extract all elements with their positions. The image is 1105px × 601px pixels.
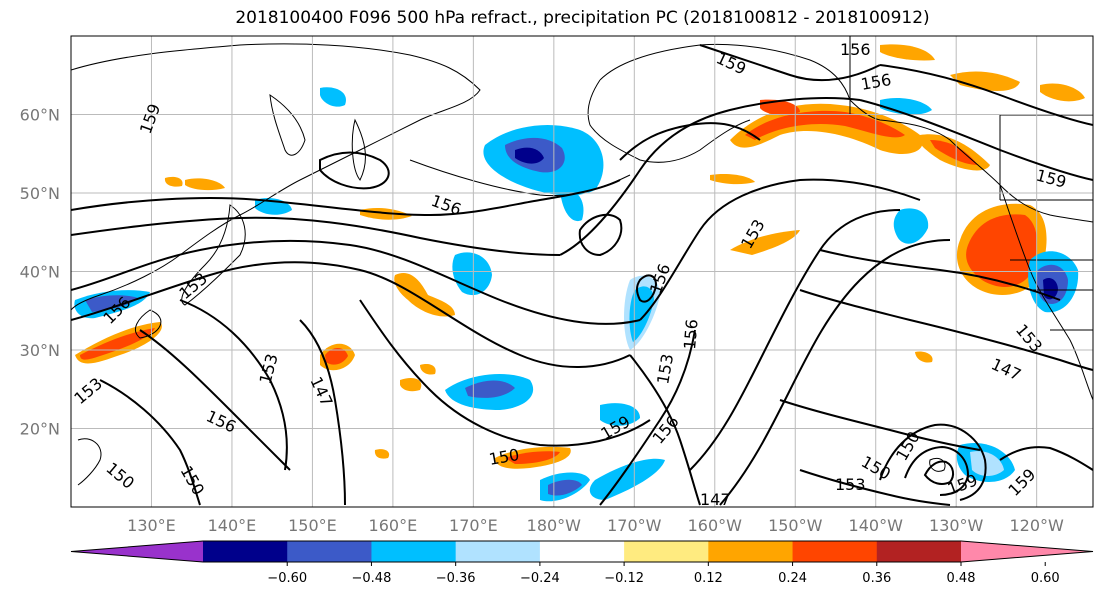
latitude-label: 60°N — [20, 106, 60, 125]
colorbar-segment — [708, 541, 794, 562]
colorbar-tick-label: 0.12 — [694, 571, 723, 586]
latitude-label: 30°N — [20, 341, 60, 360]
contour-label: 153 — [835, 475, 866, 494]
colorbar-segment — [455, 541, 541, 562]
contour-label: 156 — [680, 318, 702, 350]
longitude-label: 130°E — [127, 516, 176, 535]
latitude-label: 50°N — [20, 184, 60, 203]
longitude-label: 150°E — [288, 516, 337, 535]
colorbar-tick-label: −0.60 — [267, 571, 307, 586]
latitude-label: 40°N — [20, 263, 60, 282]
longitude-labels: 130°E 140°E 150°E 160°E 170°E 180°W 170°W 160°W… — [127, 516, 1064, 535]
colorbar-segment — [203, 541, 288, 562]
precip-anomaly-shading — [74, 44, 1085, 502]
map-frame — [70, 35, 1094, 508]
longitude-label: 140°W — [849, 516, 904, 535]
contour-label: 156 — [840, 40, 871, 59]
latitude-labels: 60°N 50°N 40°N 30°N 20°N — [20, 106, 60, 439]
longitude-label: 120°W — [1009, 516, 1064, 535]
colorbar: −0.60 −0.48 −0.36 −0.24 −0.12 0.12 0.24 0.36 0.4… — [70, 540, 1094, 586]
colorbar-tick-label: −0.24 — [520, 571, 560, 586]
colorbar-outline — [70, 540, 1094, 563]
colorbar-tick-label: 0.60 — [1031, 571, 1060, 586]
longitude-label: 160°W — [688, 516, 743, 535]
colorbar-tick-label: −0.36 — [436, 571, 476, 586]
longitude-label: 170°W — [607, 516, 662, 535]
colorbar-segment — [371, 541, 457, 562]
colorbar-tick-label: −0.48 — [352, 571, 392, 586]
colorbar-extension-min — [71, 541, 203, 562]
colorbar-segment — [539, 541, 625, 562]
longitude-label: 130°W — [929, 516, 984, 535]
map-title: 2018100400 F096 500 hPa refract., precip… — [235, 8, 930, 28]
longitude-label: 140°E — [208, 516, 257, 535]
colorbar-tick-label: −0.12 — [604, 571, 644, 586]
colorbar-extension-max — [961, 541, 1093, 562]
colorbar-segment — [287, 541, 372, 562]
colorbar-segment — [876, 541, 962, 562]
longitude-label: 170°E — [449, 516, 498, 535]
colorbar-segment — [792, 541, 878, 562]
longitude-label: 180°W — [527, 516, 582, 535]
colorbar-tick-label: 0.48 — [947, 571, 976, 586]
colorbar-tick-label: 0.24 — [778, 571, 807, 586]
longitude-label: 160°E — [369, 516, 418, 535]
contour-label: 147 — [700, 490, 731, 509]
colorbar-tick-label: 0.36 — [862, 571, 891, 586]
refractivity-contours — [71, 44, 1093, 506]
latitude-label: 20°N — [20, 420, 60, 439]
longitude-label: 150°W — [768, 516, 823, 535]
colorbar-segment — [624, 541, 709, 562]
